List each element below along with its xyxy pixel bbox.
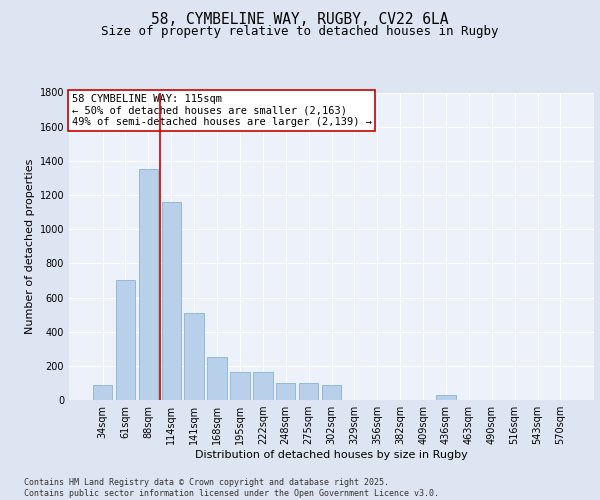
Y-axis label: Number of detached properties: Number of detached properties [25, 158, 35, 334]
Bar [184, 313, 204, 400]
Bar [436, 395, 455, 400]
Bar [299, 383, 319, 400]
Text: Contains HM Land Registry data © Crown copyright and database right 2025.
Contai: Contains HM Land Registry data © Crown c… [24, 478, 439, 498]
Bar [116, 280, 135, 400]
Bar [322, 384, 341, 400]
Bar [161, 202, 181, 400]
Bar [276, 383, 295, 400]
Text: 58 CYMBELINE WAY: 115sqm
← 50% of detached houses are smaller (2,163)
49% of sem: 58 CYMBELINE WAY: 115sqm ← 50% of detach… [71, 94, 371, 127]
Text: Size of property relative to detached houses in Rugby: Size of property relative to detached ho… [101, 25, 499, 38]
Bar [230, 372, 250, 400]
Bar [139, 170, 158, 400]
Bar [93, 384, 112, 400]
Bar [253, 372, 272, 400]
X-axis label: Distribution of detached houses by size in Rugby: Distribution of detached houses by size … [195, 450, 468, 460]
Text: 58, CYMBELINE WAY, RUGBY, CV22 6LA: 58, CYMBELINE WAY, RUGBY, CV22 6LA [151, 12, 449, 28]
Bar [208, 358, 227, 400]
